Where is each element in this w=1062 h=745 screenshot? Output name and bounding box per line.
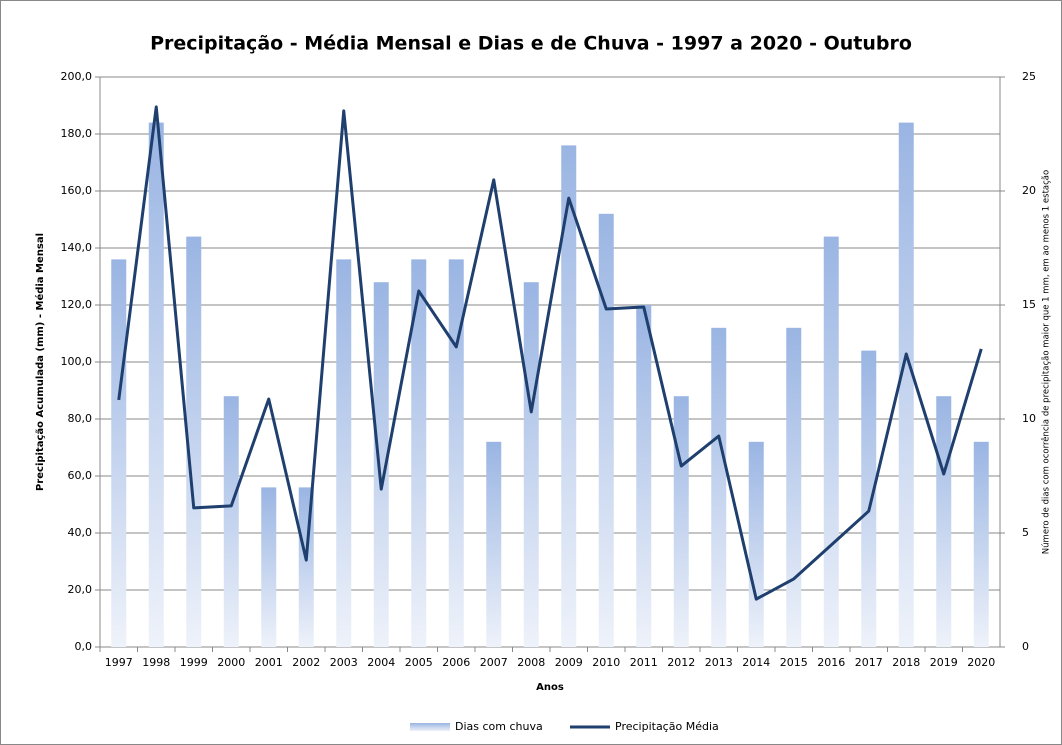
bar xyxy=(411,259,427,647)
bar xyxy=(448,259,464,647)
x-tick-label: 2016 xyxy=(817,656,845,669)
y-tick-label: 80,0 xyxy=(68,412,93,425)
x-axis-title: Anos xyxy=(536,682,564,693)
x-tick-label: 2004 xyxy=(367,656,395,669)
chart-title: Precipitação - Média Mensal e Dias e de … xyxy=(150,33,912,55)
bar xyxy=(186,236,202,647)
bar xyxy=(636,305,652,647)
y-tick-label: 20,0 xyxy=(68,583,93,596)
bar xyxy=(598,213,614,648)
y2-tick-label: 10 xyxy=(1022,412,1036,425)
x-tick-label: 2015 xyxy=(780,656,808,669)
x-tick-label: 2011 xyxy=(630,656,658,669)
x-tick-label: 2013 xyxy=(705,656,733,669)
y2-tick-label: 25 xyxy=(1022,70,1036,83)
bar xyxy=(898,122,914,648)
bar xyxy=(673,396,689,647)
legend-swatch xyxy=(410,723,450,731)
legend-label: Precipitação Média xyxy=(615,720,719,733)
x-tick-label: 2005 xyxy=(405,656,433,669)
x-tick-label: 1999 xyxy=(180,656,208,669)
bar xyxy=(861,350,877,647)
x-tick-label: 2012 xyxy=(667,656,695,669)
y-tick-label: 180,0 xyxy=(61,127,93,140)
bar xyxy=(786,327,802,647)
y2-tick-label: 0 xyxy=(1022,640,1029,653)
x-tick-label: 2019 xyxy=(930,656,958,669)
bar xyxy=(486,441,502,647)
bar xyxy=(111,259,127,647)
bar xyxy=(936,396,952,647)
x-tick-label: 2003 xyxy=(330,656,358,669)
x-tick-label: 2020 xyxy=(967,656,995,669)
bar xyxy=(523,282,539,647)
bar xyxy=(748,441,764,647)
x-tick-label: 2014 xyxy=(742,656,770,669)
bar xyxy=(373,282,389,647)
y-axis-title: Precipitação Acumulada (mm) - Média Mens… xyxy=(34,233,46,491)
y2-tick-label: 5 xyxy=(1022,526,1029,539)
bar xyxy=(261,487,277,647)
y2-tick-label: 15 xyxy=(1022,298,1036,311)
bar xyxy=(336,259,352,647)
bar xyxy=(148,122,164,648)
x-tick-label: 2002 xyxy=(292,656,320,669)
x-tick-label: 2010 xyxy=(592,656,620,669)
line xyxy=(117,105,983,601)
y2-tick-label: 20 xyxy=(1022,184,1036,197)
bar xyxy=(561,145,577,647)
x-tick-label: 2018 xyxy=(892,656,920,669)
bar xyxy=(711,327,727,647)
x-tick-label: 2000 xyxy=(217,656,245,669)
y-tick-label: 140,0 xyxy=(61,241,93,254)
y2-axis-title: Número de dias com ocorrência de precipi… xyxy=(1041,170,1052,554)
x-tick-label: 2017 xyxy=(855,656,883,669)
x-tick-label: 2009 xyxy=(555,656,583,669)
bar xyxy=(973,441,989,647)
x-tick-label: 2008 xyxy=(517,656,545,669)
y-tick-label: 200,0 xyxy=(61,70,93,83)
x-tick-label: 2006 xyxy=(442,656,470,669)
y-tick-label: 0,0 xyxy=(75,640,93,653)
y-tick-label: 100,0 xyxy=(61,355,93,368)
bar xyxy=(823,236,839,647)
bar xyxy=(223,396,239,647)
x-tick-label: 2001 xyxy=(255,656,283,669)
legend-label: Dias com chuva xyxy=(455,720,543,733)
y-tick-label: 60,0 xyxy=(68,469,93,482)
y-tick-label: 120,0 xyxy=(61,298,93,311)
y-tick-label: 160,0 xyxy=(61,184,93,197)
x-tick-label: 2007 xyxy=(480,656,508,669)
x-tick-label: 1998 xyxy=(142,656,170,669)
x-tick-label: 1997 xyxy=(105,656,133,669)
y-tick-label: 40,0 xyxy=(68,526,93,539)
